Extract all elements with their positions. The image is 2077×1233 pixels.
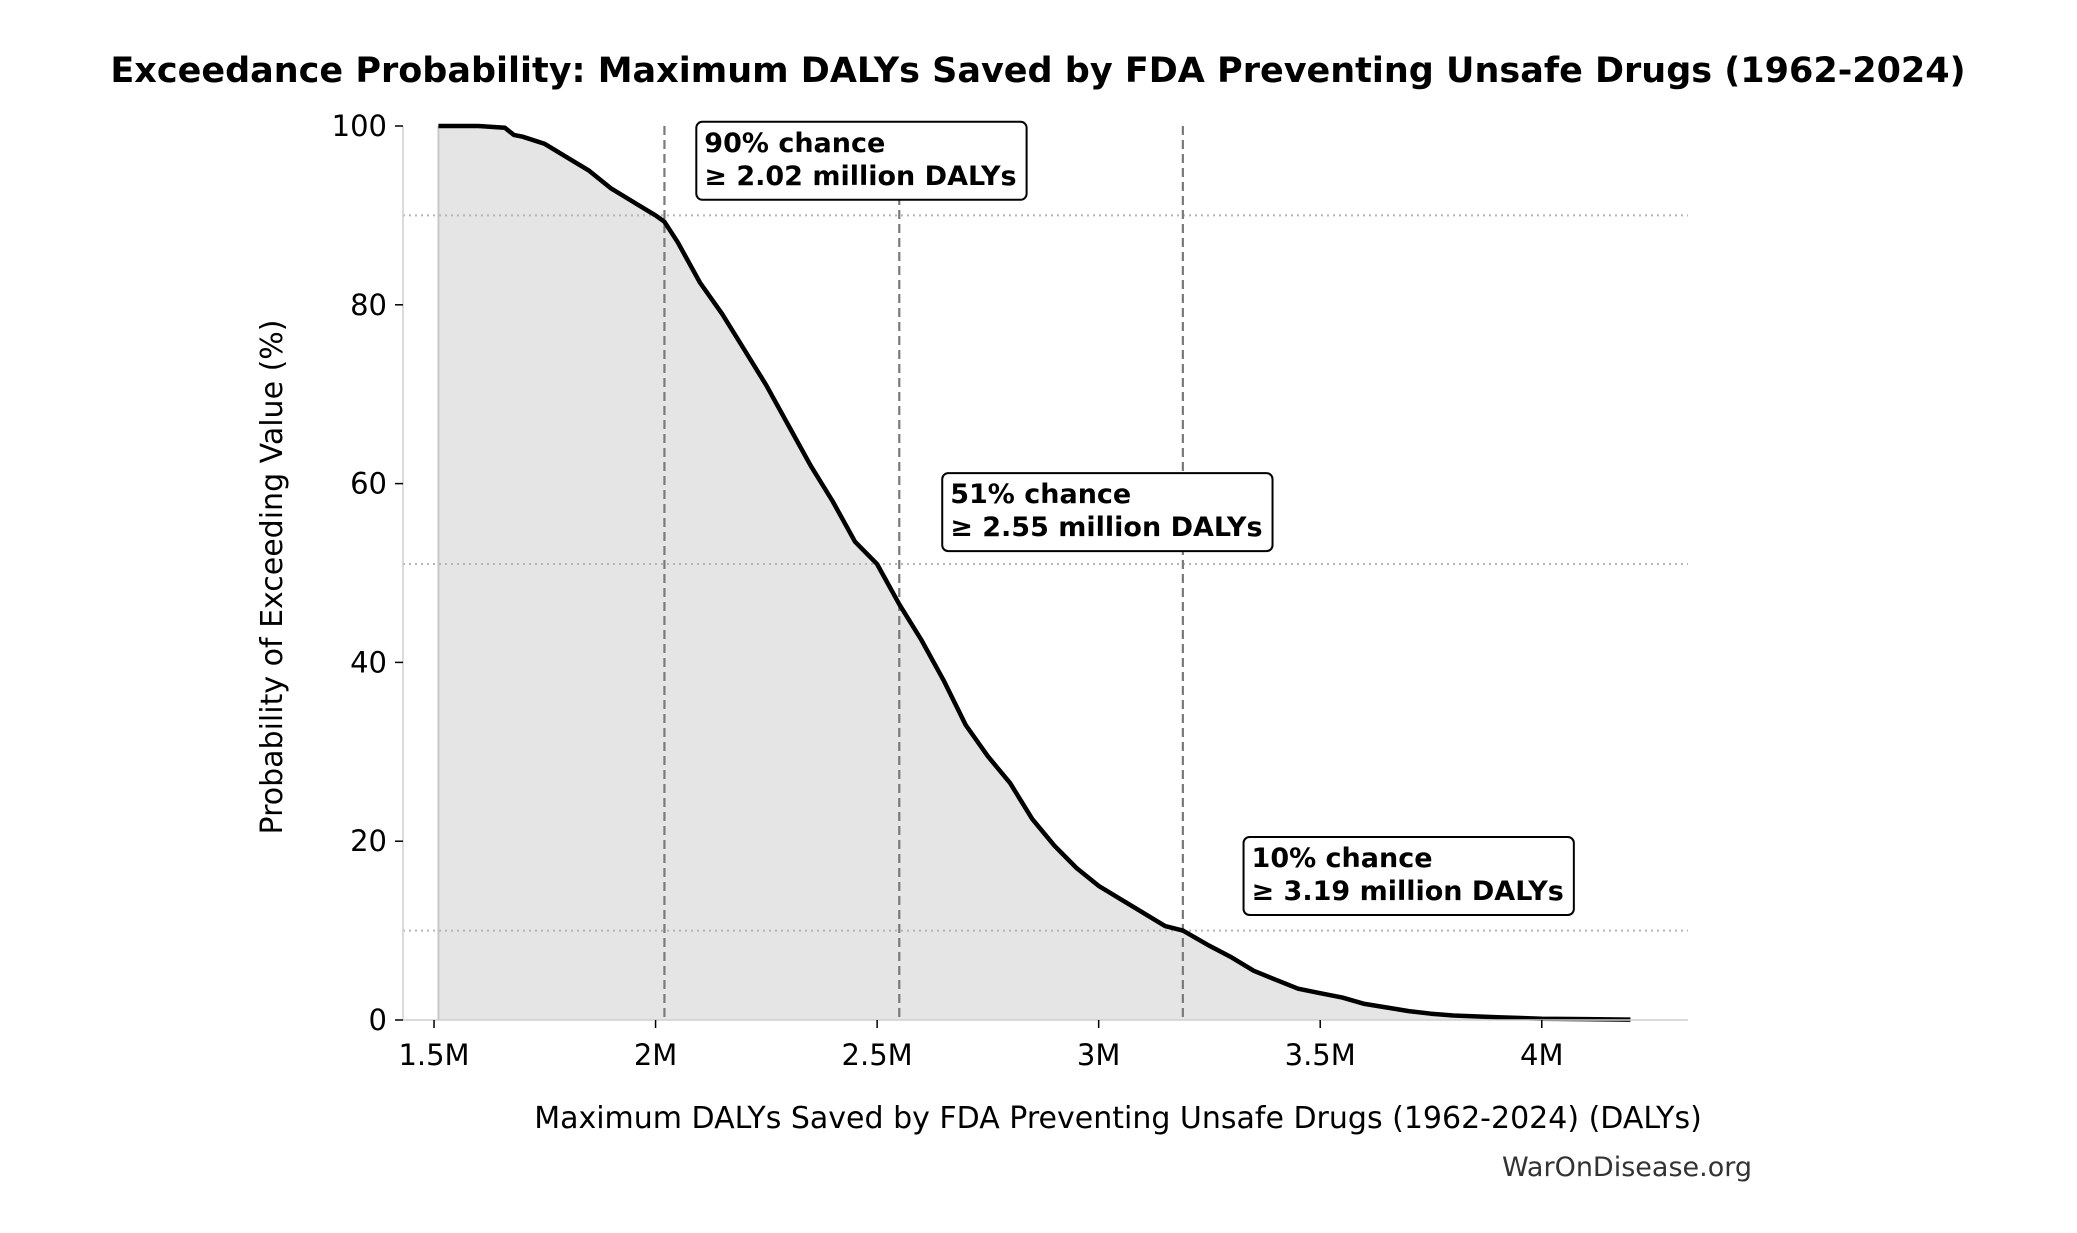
annotation-line-2: ≥ 2.02 million DALYs (704, 161, 1016, 192)
y-tick-label: 100 (332, 109, 387, 143)
credit-text: WarOnDisease.org (1502, 1152, 1752, 1183)
annotation-line-1: 10% chance (1252, 843, 1433, 874)
x-tick-label: 1.5M (398, 1038, 469, 1072)
annotation-box: 51% chance≥ 2.55 million DALYs (941, 472, 1274, 553)
y-tick-label: 20 (350, 824, 387, 858)
annotation-line-2: ≥ 2.55 million DALYs (950, 512, 1262, 543)
x-tick-label: 3M (1077, 1038, 1120, 1072)
x-tick-label: 3.5M (1285, 1038, 1356, 1072)
annotation-frame (941, 472, 1274, 553)
exceedance-curve (438, 123, 1631, 1022)
y-axis-ticks: 0 20 40 60 80 100 (332, 109, 403, 1037)
annotation-line-2: ≥ 3.19 million DALYs (1252, 876, 1564, 907)
x-tick-label: 2.5M (842, 1038, 913, 1072)
exceedance-area-fill (438, 126, 1631, 1020)
reference-lines (403, 126, 1688, 1020)
chart-title: Exceedance Probability: Maximum DALYs Sa… (110, 51, 1965, 91)
y-tick-label: 60 (350, 467, 387, 501)
x-axis-ticks: 1.5M 2M 2.5M 3M 3.5M 4M (398, 1020, 1564, 1072)
x-tick-label: 4M (1520, 1038, 1563, 1072)
annotation-box: 10% chance≥ 3.19 million DALYs (1242, 835, 1575, 916)
plot-area: 90% chance≥ 2.02 million DALYs 51% chance… (403, 120, 1688, 1022)
annotation-frame (1242, 835, 1575, 916)
annotation-line-1: 90% chance (704, 128, 885, 159)
axes: 1.5M 2M 2.5M 3M 3.5M 4M 0 20 40 60 80 100 (332, 109, 1688, 1072)
annotations: 90% chance≥ 2.02 million DALYs 51% chance… (695, 120, 1575, 916)
x-axis-label: Maximum DALYs Saved by FDA Preventing Un… (534, 1101, 1702, 1136)
y-tick-label: 40 (350, 645, 387, 679)
y-tick-label: 0 (369, 1003, 387, 1037)
annotation-line-1: 51% chance (950, 479, 1131, 510)
annotation-box: 90% chance≥ 2.02 million DALYs (695, 120, 1028, 201)
y-tick-label: 80 (350, 288, 387, 322)
x-tick-label: 2M (634, 1038, 677, 1072)
annotation-frame (695, 120, 1028, 201)
y-axis-label: Probability of Exceeding Value (%) (255, 320, 290, 835)
